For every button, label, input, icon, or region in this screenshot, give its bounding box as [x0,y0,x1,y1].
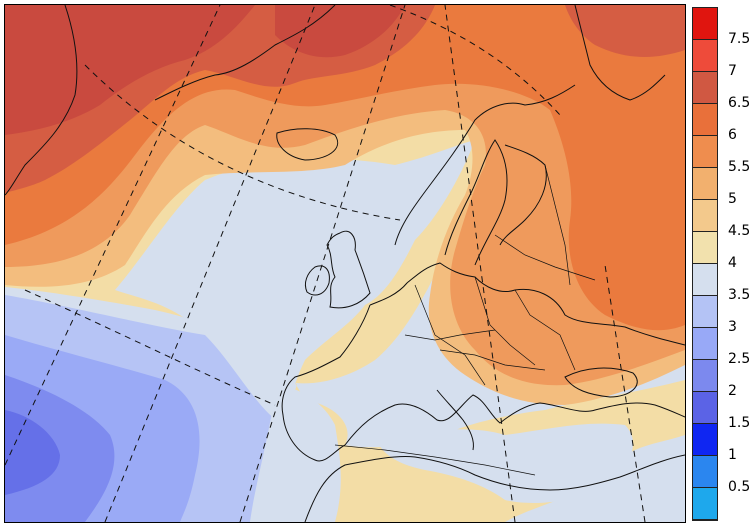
coast-continent [369,262,685,346]
color-legend [692,7,718,521]
legend-swatch [693,72,717,104]
legend-swatch [693,424,717,456]
legend-label: 3 [728,319,737,335]
legend-label: 2 [728,383,737,399]
graticule-line [5,5,221,466]
legend-swatch [693,232,717,264]
coastlines [5,5,685,522]
contour-blue4 [5,410,60,495]
legend-label: 6 [728,127,737,143]
coast-blacksea [564,367,638,398]
coast-finland [499,144,547,246]
legend-label: 2.5 [728,351,749,367]
legend-swatch [693,488,717,520]
coast-biscay [281,304,371,462]
legend-swatch [693,136,717,168]
contour-orange [5,5,685,331]
coast-britain [326,230,371,309]
legend-swatch [693,456,717,488]
graticule [5,5,646,522]
legend-label: 1 [728,447,737,463]
border-line [544,164,571,286]
legend-swatch [693,40,717,72]
legend-swatch [693,104,717,136]
border-line [514,289,576,371]
legend-swatch [693,8,717,40]
coast-iceland [276,128,338,161]
legend-label: 7.5 [728,31,749,47]
graticule-line [444,5,516,522]
contour-deep-red [5,5,405,135]
legend-label: 6.5 [728,95,749,111]
legend-label: 7 [728,63,737,79]
legend-label: 3.5 [728,287,749,303]
legend-label: 4.5 [728,223,749,239]
coast-svalbard [154,5,336,101]
legend-swatch [693,296,717,328]
coast-africa [304,454,685,522]
forecast-map [4,4,686,523]
contour-pale-med [375,423,634,503]
legend-swatch [693,360,717,392]
coast-norway [394,84,576,246]
coast-italy [436,389,474,451]
legend-label: 5.5 [728,159,749,175]
border-line [439,349,546,371]
legend-swatch [693,168,717,200]
coast-sweden [444,139,508,266]
coast-med-north [344,394,685,446]
contour-pale-iberia [250,385,341,522]
legend-swatch [693,264,717,296]
border-line [404,329,496,341]
coast-russia-north [574,5,666,101]
legend-label: 5 [728,191,737,207]
contour-map [5,5,685,522]
legend-swatch [693,392,717,424]
country-borders [334,164,596,476]
graticule-line [239,5,406,522]
graticule-line [104,5,316,522]
border-line [474,276,536,366]
border-line [414,284,486,386]
legend-label: 0.5 [728,479,749,495]
border-line [494,234,596,281]
contour-pale-atlantic [115,140,475,425]
coast-ireland [304,265,330,296]
graticule-line [84,64,401,221]
legend-label: 4 [728,255,737,271]
legend-label: 1.5 [728,415,749,431]
legend-swatch [693,200,717,232]
border-line [334,444,536,476]
graticule-line [24,289,276,406]
legend-swatch [693,328,717,360]
coast-greenland [5,5,78,196]
